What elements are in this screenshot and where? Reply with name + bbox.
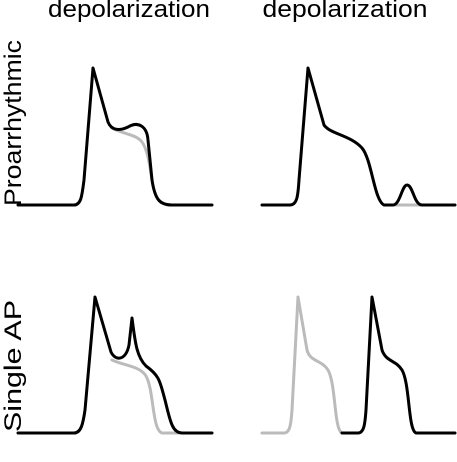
action-potential: [260, 66, 457, 207]
reference-trace: [110, 358, 180, 435]
column-label: depolarization: [263, 0, 428, 23]
action-potential: [340, 295, 457, 435]
row-label: Single AP: [0, 300, 27, 432]
action-potential: [16, 66, 214, 207]
row-label: Proarrhythmic: [0, 40, 27, 206]
action-potential: [16, 295, 214, 435]
reference-trace: [260, 295, 344, 435]
column-label: depolarization: [48, 0, 210, 23]
